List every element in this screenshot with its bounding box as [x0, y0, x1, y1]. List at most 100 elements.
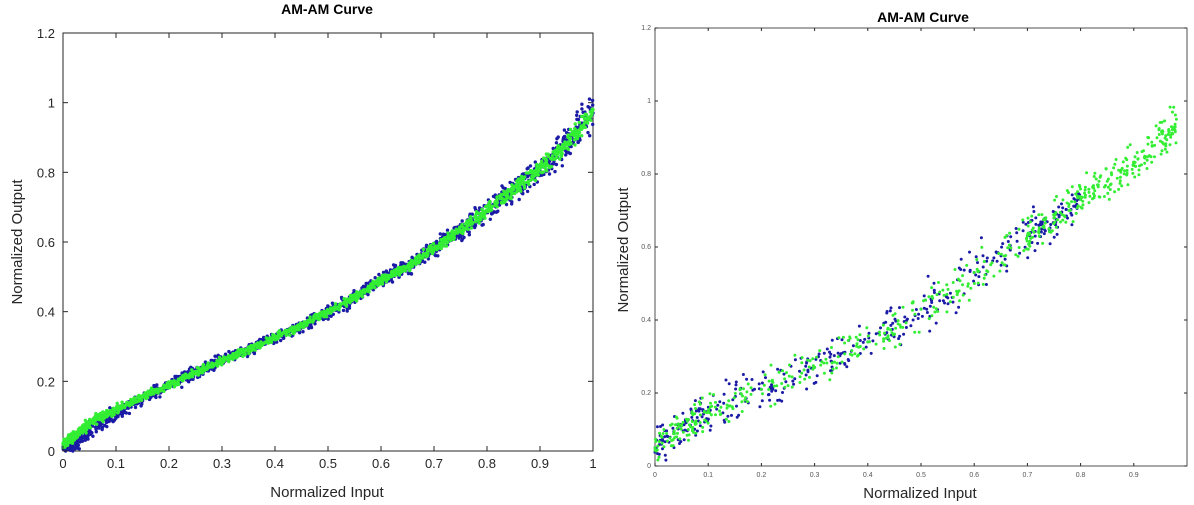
x-tick-label: 0.8	[1076, 472, 1086, 479]
scatter-point	[440, 241, 445, 245]
scatter-point	[558, 149, 562, 154]
scatter-point	[871, 339, 875, 343]
scatter-point	[782, 372, 786, 376]
chart-left: AM-AM Curve 0 0.1 0.2 0.3 0.4 0.5 0.6 0.7 0.8 0.9…	[9, 1, 597, 501]
scatter-point	[1092, 184, 1095, 188]
scatter-point	[561, 143, 565, 147]
scatter-point	[974, 255, 978, 259]
scatter-point	[1000, 245, 1004, 249]
scatter-point	[159, 388, 164, 392]
scatter-point	[666, 435, 670, 438]
scatter-point	[740, 410, 744, 413]
scatter-point	[1039, 220, 1043, 224]
scatter-point	[288, 333, 292, 337]
scatter-point	[481, 214, 485, 218]
scatter-point	[961, 293, 965, 297]
scatter-point	[815, 374, 819, 378]
scatter-point	[759, 387, 763, 391]
scatter-point	[1164, 144, 1168, 148]
scatter-point	[835, 361, 839, 365]
scatter-point	[657, 440, 661, 443]
scatter-point	[344, 298, 349, 302]
scatter-point	[424, 244, 429, 249]
scatter-point	[275, 336, 279, 340]
scatter-point	[1118, 179, 1122, 183]
scatter-point	[972, 282, 976, 285]
scatter-point	[882, 337, 886, 341]
scatter-point	[671, 444, 675, 448]
scatter-point	[724, 378, 728, 382]
scatter-point	[854, 335, 858, 339]
scatter-point	[1173, 122, 1177, 126]
scatter-point	[1031, 205, 1035, 209]
scatter-point	[382, 277, 387, 282]
scatter-point	[1028, 244, 1032, 248]
y-tick-label: 0.6	[37, 235, 55, 250]
scatter-point	[867, 331, 871, 335]
scatter-point	[108, 406, 112, 410]
scatter-point	[237, 353, 241, 357]
scatter-point	[1096, 183, 1100, 187]
y-tick-label: 1	[647, 98, 651, 105]
scatter-point	[153, 394, 158, 399]
scatter-point	[925, 307, 929, 311]
scatter-point	[150, 388, 154, 392]
scatter-point	[546, 155, 551, 159]
scatter-point	[568, 137, 573, 141]
x-tick-label: 0.3	[810, 472, 820, 479]
scatter-point	[1094, 177, 1098, 181]
scatter-point	[793, 377, 797, 381]
scatter-point	[686, 428, 690, 431]
scatter-point	[1002, 263, 1006, 267]
scatter-point	[1124, 156, 1128, 160]
scatter-point	[741, 394, 744, 398]
scatter-point	[414, 262, 418, 267]
scatter-point	[719, 412, 723, 416]
scatter-point	[556, 144, 560, 148]
scatter-point	[727, 399, 731, 403]
scatter-point	[800, 356, 804, 360]
scatter-point	[775, 384, 779, 388]
scatter-point	[761, 370, 765, 374]
scatter-point	[1112, 166, 1116, 170]
scatter-point	[1099, 174, 1103, 178]
scatter-point	[808, 375, 811, 379]
scatter-point	[1133, 175, 1137, 179]
scatter-point	[957, 305, 961, 309]
scatter-point	[843, 341, 847, 345]
scatter-point	[1157, 133, 1161, 136]
scatter-point	[687, 433, 691, 437]
scatter-point	[822, 361, 826, 365]
scatter-point	[1142, 149, 1145, 153]
scatter-point	[743, 398, 747, 402]
scatter-point	[1145, 167, 1149, 170]
scatter-point	[1006, 240, 1010, 243]
y-tick-label: 0	[647, 463, 651, 470]
scatter-point	[807, 365, 811, 369]
scatter-point	[97, 426, 101, 430]
scatter-point	[930, 286, 934, 290]
scatter-point	[948, 291, 952, 295]
scatter-point	[798, 381, 802, 384]
scatter-point	[1009, 235, 1013, 239]
scatter-point	[583, 112, 587, 116]
scatter-point	[1126, 145, 1130, 149]
scatter-point	[656, 452, 659, 456]
scatter-point	[1062, 214, 1066, 218]
scatter-point	[1120, 184, 1124, 188]
scatter-point	[1121, 160, 1125, 164]
y-tick-label: 0.8	[641, 171, 651, 178]
scatter-point	[95, 422, 99, 426]
scatter-point	[691, 426, 695, 429]
scatter-point	[77, 431, 81, 435]
scatter-point	[656, 444, 660, 448]
scatter-point	[1171, 132, 1175, 136]
scatter-point	[277, 333, 281, 337]
scatter-point	[1024, 222, 1028, 226]
scatter-point	[440, 238, 444, 242]
chart-right-points	[653, 105, 1178, 462]
scatter-point	[731, 407, 735, 411]
scatter-point	[284, 331, 289, 336]
scatter-point	[1025, 239, 1029, 243]
x-tick-label: 0.7	[1023, 472, 1033, 479]
